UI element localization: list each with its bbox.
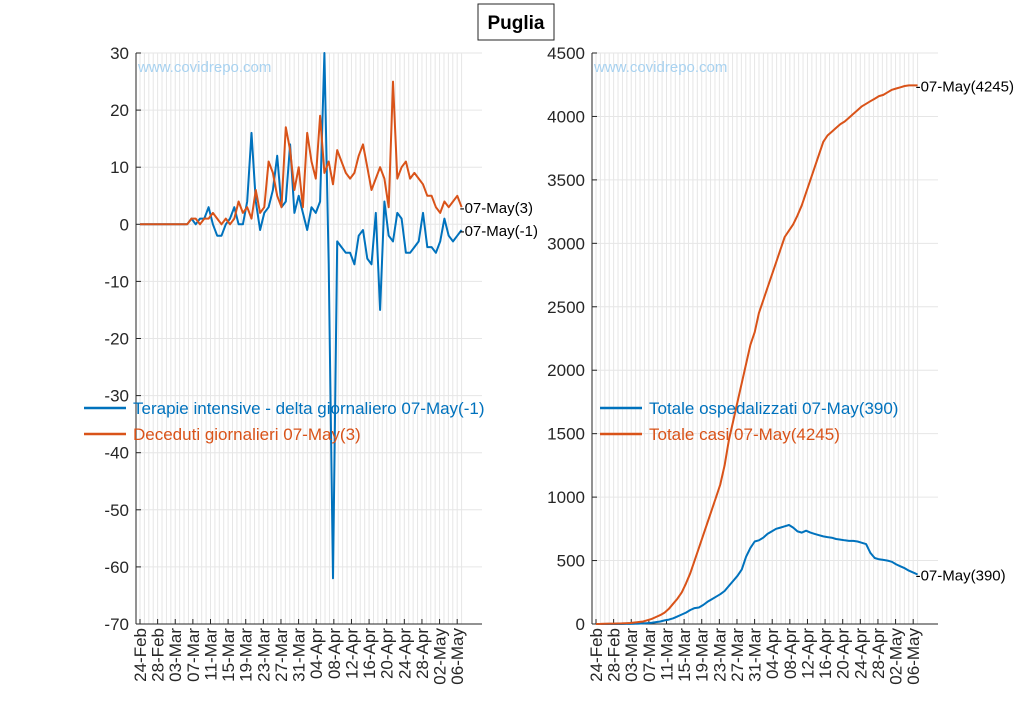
y-tick-label: 1000 — [547, 488, 585, 507]
y-tick-label: 500 — [557, 552, 585, 571]
y-tick-label: 2000 — [547, 361, 585, 380]
legend-label-1: Terapie intensive - delta giornaliero 07… — [133, 399, 485, 418]
legend: Totale ospedalizzati 07-May(390) Totale c… — [600, 399, 898, 444]
series-line-2 — [595, 84, 918, 625]
x-tick-label: 20-Apr — [378, 628, 397, 679]
x-tick-label: 24-Apr — [851, 628, 870, 679]
watermark: www.covidrepo.com — [593, 59, 727, 76]
x-tick-label: 12-Apr — [342, 628, 361, 679]
y-tick-label: 10 — [110, 158, 129, 177]
series-end-label-2: -07-May(3) — [460, 200, 533, 217]
x-tick-label: 02-May — [887, 628, 906, 685]
x-tick-label: 28-Feb — [149, 628, 168, 682]
x-tick-label: 24-Feb — [587, 628, 606, 682]
x-tick-label: 28-Apr — [869, 628, 888, 679]
y-tick-label: 0 — [576, 615, 585, 634]
y-tick-label: 1500 — [547, 425, 585, 444]
y-tick-label: -70 — [104, 615, 129, 634]
x-tick-label: 19-Mar — [237, 628, 256, 682]
y-tick-label: 0 — [120, 215, 129, 234]
x-tick-label: 03-Mar — [622, 628, 641, 682]
x-tick-label: 27-Mar — [728, 628, 747, 682]
y-tick-label: 2500 — [547, 298, 585, 317]
y-tick-label: 30 — [110, 44, 129, 63]
x-tick-label: 24-Apr — [395, 628, 414, 679]
series-line-1 — [140, 52, 463, 580]
x-tick-label: 11-Mar — [657, 628, 676, 681]
x-tick-label: 28-Apr — [413, 628, 432, 679]
x-tick-label: 11-Mar — [201, 628, 220, 681]
series-line-2 — [140, 80, 463, 226]
x-tick-label: 31-Mar — [746, 628, 765, 682]
y-tick-label: -30 — [104, 387, 129, 406]
x-tick-label: 16-Apr — [360, 628, 379, 679]
legend-label-2: Deceduti giornalieri 07-May(3) — [133, 425, 361, 444]
x-tick-label: 08-Apr — [325, 628, 344, 679]
x-tick-label: 15-Mar — [219, 628, 238, 682]
x-tick-label: 20-Apr — [834, 628, 853, 679]
x-tick-label: 04-Apr — [763, 628, 782, 679]
x-tick-label: 28-Feb — [605, 628, 624, 682]
series-line-1 — [596, 524, 919, 625]
legend: Terapie intensive - delta giornaliero 07… — [84, 399, 485, 444]
x-tick-label: 31-Mar — [290, 628, 309, 682]
y-tick-label: 3500 — [547, 171, 585, 190]
x-tick-label: 07-Mar — [640, 628, 659, 682]
y-tick-label: 4000 — [547, 107, 585, 126]
x-tick-label: 08-Apr — [781, 628, 800, 679]
chart-left: 30 20 10 0 -10 -20 -30 -40 -50 -60 -7024-Feb28-Feb… — [84, 44, 538, 685]
legend-label-1: Totale ospedalizzati 07-May(390) — [649, 399, 898, 418]
chart-right: 4500 4000 3500 3000 2500 2000 1500 1000 500 024-F… — [547, 44, 1014, 685]
y-tick-label: 3000 — [547, 234, 585, 253]
legend-label-2: Totale casi 07-May(4245) — [649, 425, 840, 444]
x-tick-label: 27-Mar — [272, 628, 291, 682]
series-end-label-1: -07-May(-1) — [460, 223, 538, 240]
figure-title-box: Puglia — [477, 3, 555, 41]
x-tick-label: 24-Feb — [131, 628, 150, 682]
y-tick-label: 4500 — [547, 44, 585, 63]
series-end-label-2: -07-May(4245) — [916, 78, 1014, 95]
x-tick-label: 07-Mar — [184, 628, 203, 682]
series-end-label-1: -07-May(390) — [916, 568, 1006, 585]
watermark: www.covidrepo.com — [137, 59, 271, 76]
y-tick-label: 20 — [110, 101, 129, 120]
x-tick-label: 04-Apr — [307, 628, 326, 679]
x-tick-label: 19-Mar — [693, 628, 712, 682]
x-tick-label: 03-Mar — [166, 628, 185, 682]
y-tick-label: -10 — [104, 272, 129, 291]
x-tick-label: 23-Mar — [710, 628, 729, 682]
x-tick-label: 02-May — [431, 628, 450, 685]
x-tick-label: 06-May — [448, 628, 467, 685]
y-tick-label: -20 — [104, 330, 129, 349]
x-tick-label: 06-May — [904, 628, 923, 685]
y-tick-label: -60 — [104, 558, 129, 577]
x-tick-label: 16-Apr — [816, 628, 835, 679]
x-tick-label: 12-Apr — [798, 628, 817, 679]
x-tick-label: 15-Mar — [675, 628, 694, 682]
x-tick-label: 23-Mar — [254, 628, 273, 682]
y-tick-label: -40 — [104, 444, 129, 463]
figure-title: Puglia — [487, 13, 544, 34]
y-tick-label: -50 — [104, 501, 129, 520]
